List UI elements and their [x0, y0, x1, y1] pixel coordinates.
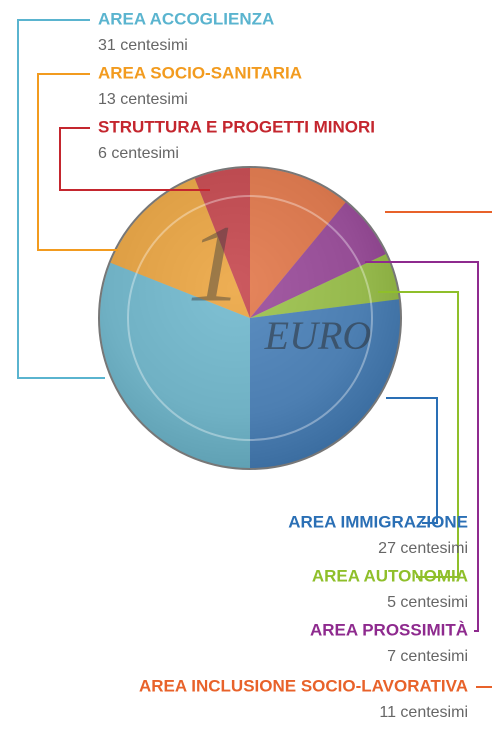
- coin-inner-rim: [127, 195, 373, 441]
- label-value: 6 centesimi: [98, 145, 179, 162]
- leader-line: [59, 127, 210, 191]
- label-value: 11 centesimi: [379, 704, 468, 721]
- label-title: AREA SOCIO-SANITARIA: [98, 63, 302, 82]
- pie-slice: [250, 202, 386, 318]
- pie-slice: [250, 254, 399, 318]
- label-title: AREA IMMIGRAZIONE: [288, 512, 468, 531]
- pie-slice: [194, 168, 250, 318]
- label-title: AREA INCLUSIONE SOCIO-LAVORATIVA: [139, 676, 468, 695]
- leader-line: [365, 261, 479, 632]
- label-value: 27 centesimi: [378, 540, 468, 557]
- label-title: AREA AUTONOMIA: [312, 566, 468, 585]
- pie-slice: [110, 178, 250, 318]
- pie-slice: [250, 299, 400, 468]
- label-title: AREA ACCOGLIENZA: [98, 9, 274, 28]
- pie-slice: [250, 168, 346, 318]
- label-title: STRUTTURA E PROGETTI MINORI: [98, 117, 375, 136]
- label-value: 31 centesimi: [98, 37, 188, 54]
- leader-line: [17, 19, 105, 379]
- leader-line: [378, 291, 459, 578]
- pie-slice: [99, 262, 250, 469]
- coin-text: EURO: [264, 313, 372, 358]
- label-value: 5 centesimi: [387, 594, 468, 611]
- label-value: 13 centesimi: [98, 91, 188, 108]
- leader-line: [386, 397, 438, 524]
- label-value: 7 centesimi: [387, 648, 468, 665]
- leader-line: [37, 73, 118, 251]
- coin-denomination: 1: [188, 202, 243, 324]
- label-title: AREA PROSSIMITÀ: [310, 620, 468, 639]
